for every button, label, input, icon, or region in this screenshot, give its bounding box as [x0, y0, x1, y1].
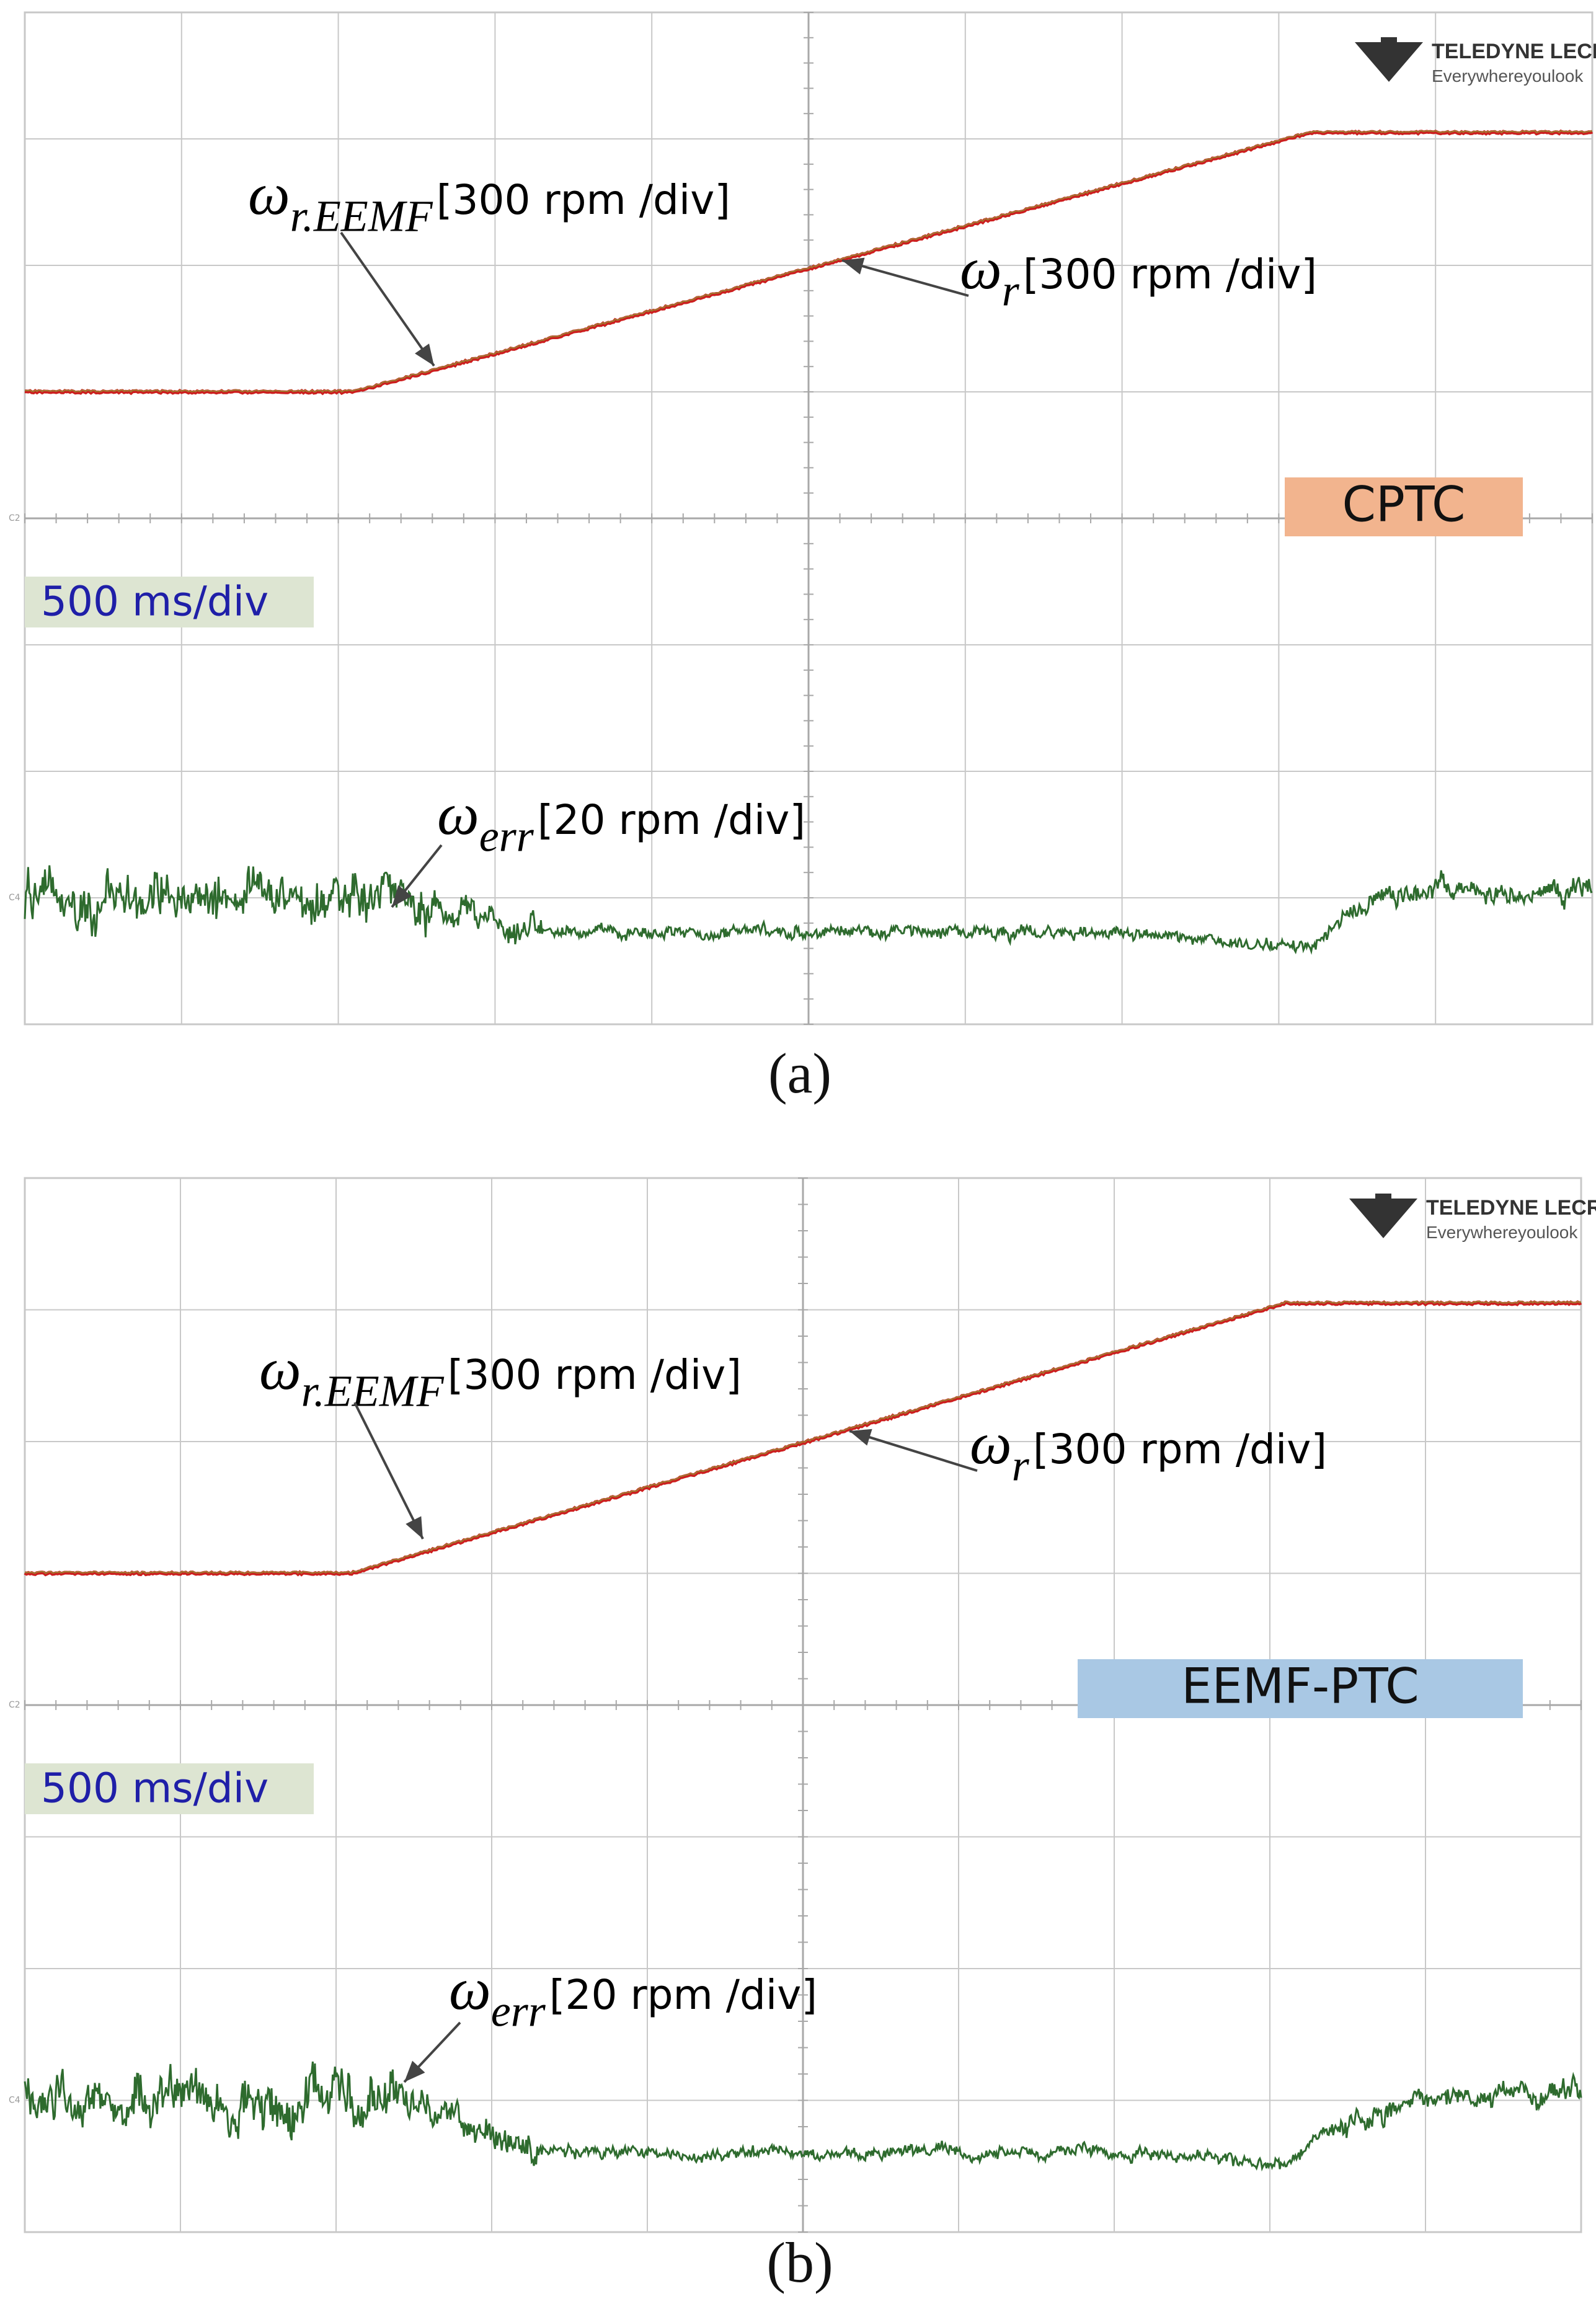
timebase-badge: 500 ms/div — [25, 577, 314, 627]
label-speed-estimated-subscript: r.EEMF — [290, 191, 433, 241]
label-speed-estimated-scale: [300 rpm /div] — [448, 1351, 742, 1399]
label-error: ωerr[20 rpm /div] — [437, 781, 805, 861]
trace-speed — [24, 1300, 1582, 1577]
arrow-speed-head — [842, 257, 865, 275]
arrow-error — [403, 2021, 461, 2083]
method-badge-bg — [1078, 1659, 1523, 1718]
arrow-speed-estimated — [340, 231, 435, 367]
brand-mark-icon — [1349, 1199, 1417, 1238]
brand-mark-icon — [1355, 42, 1423, 82]
method-badge: CPTC — [1285, 477, 1523, 536]
label-speed: ωr[300 rpm /div] — [960, 235, 1317, 315]
trace-speed-estimated — [24, 1300, 1582, 1574]
label-error-scale: [20 rpm /div] — [549, 1971, 817, 2019]
panel-caption-a: (a) — [768, 1042, 831, 1105]
channel-marker-c4: C4 — [9, 2096, 20, 2106]
brand-tagline: Everywhereyoulook — [1432, 66, 1584, 86]
label-error-subscript: err — [479, 811, 534, 861]
label-error-scale: [20 rpm /div] — [538, 796, 805, 844]
arrow-error — [391, 844, 443, 908]
label-error-subscript: err — [491, 1986, 546, 2036]
brand-name: TELEDYNE LECROY — [1432, 40, 1596, 63]
arrow-error-head — [404, 2060, 425, 2082]
arrow-speed-head — [849, 1429, 872, 1446]
trace-speed-estimated — [24, 130, 1593, 393]
grid — [24, 11, 1594, 1026]
brand-name: TELEDYNE LECROY — [1426, 1196, 1596, 1220]
trace-speed — [24, 129, 1594, 396]
brand-mark-bar — [1375, 1194, 1391, 1203]
arrow-speed-shaft — [849, 1430, 978, 1472]
label-speed-estimated: ωr.EEMF[300 rpm /div] — [248, 161, 730, 241]
timebase-label: 500 ms/div — [41, 1764, 268, 1812]
label-speed-scale: [300 rpm /div] — [1023, 250, 1317, 298]
label-speed: ωr[300 rpm /div] — [970, 1410, 1327, 1490]
channel-marker-c2: C2 — [9, 1700, 20, 1710]
label-error-symbol: ω — [437, 781, 479, 847]
label-speed-scale: [300 rpm /div] — [1033, 1425, 1327, 1473]
arrow-speed-shaft — [841, 259, 969, 297]
label-speed-symbol: ω — [970, 1410, 1012, 1476]
label-speed-estimated-subscript: r.EEMF — [301, 1366, 445, 1416]
timebase-label: 500 ms/div — [41, 577, 268, 625]
label-speed-subscript: r — [1012, 1440, 1030, 1490]
arrow-speed-estimated-shaft — [353, 1402, 424, 1540]
panel-caption-b: (b) — [766, 2231, 833, 2294]
channel-marker-c4: C4 — [9, 893, 20, 903]
label-speed-estimated-symbol: ω — [248, 161, 290, 227]
arrow-speed-estimated-head — [415, 343, 434, 366]
arrow-speed — [849, 1429, 978, 1472]
arrow-error-head — [392, 885, 412, 907]
method-label: CPTC — [1342, 477, 1465, 533]
label-speed-symbol: ω — [960, 235, 1002, 301]
trace-error — [24, 2061, 1582, 2172]
brand-tagline: Everywhereyoulook — [1426, 1223, 1578, 1242]
timebase-bg — [25, 577, 314, 627]
label-speed-estimated-scale: [300 rpm /div] — [437, 176, 730, 224]
label-speed-subscript: r — [1002, 265, 1020, 315]
timebase-bg — [25, 1763, 314, 1814]
label-speed-estimated: ωr.EEMF[300 rpm /div] — [259, 1336, 742, 1416]
arrow-speed-estimated-shaft — [340, 231, 435, 367]
label-error-symbol: ω — [449, 1956, 491, 2022]
timebase-badge: 500 ms/div — [25, 1763, 314, 1814]
arrow-speed — [841, 257, 969, 297]
method-badge: EEMF-PTC — [1078, 1659, 1523, 1718]
arrow-speed-estimated — [353, 1402, 424, 1540]
brand-logo: TELEDYNE LECROY Everywhereyoulook — [1355, 37, 1596, 86]
arrow-speed-estimated-head — [406, 1516, 423, 1539]
label-error: ωerr[20 rpm /div] — [449, 1956, 817, 2036]
method-badge-bg — [1285, 477, 1523, 536]
label-speed-estimated-symbol: ω — [259, 1336, 301, 1402]
trace-error — [24, 865, 1593, 955]
channel-marker-c2: C2 — [9, 513, 20, 523]
brand-logo: TELEDYNE LECROY Everywhereyoulook — [1349, 1194, 1596, 1242]
brand-mark-bar — [1381, 37, 1397, 47]
method-label: EEMF-PTC — [1181, 1659, 1419, 1714]
